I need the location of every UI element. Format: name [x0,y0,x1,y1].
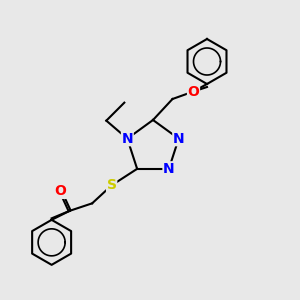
Text: N: N [173,132,184,146]
Text: N: N [163,162,175,176]
Text: O: O [55,184,67,198]
Text: S: S [106,178,117,192]
Text: O: O [188,85,200,98]
Text: N: N [122,132,133,146]
